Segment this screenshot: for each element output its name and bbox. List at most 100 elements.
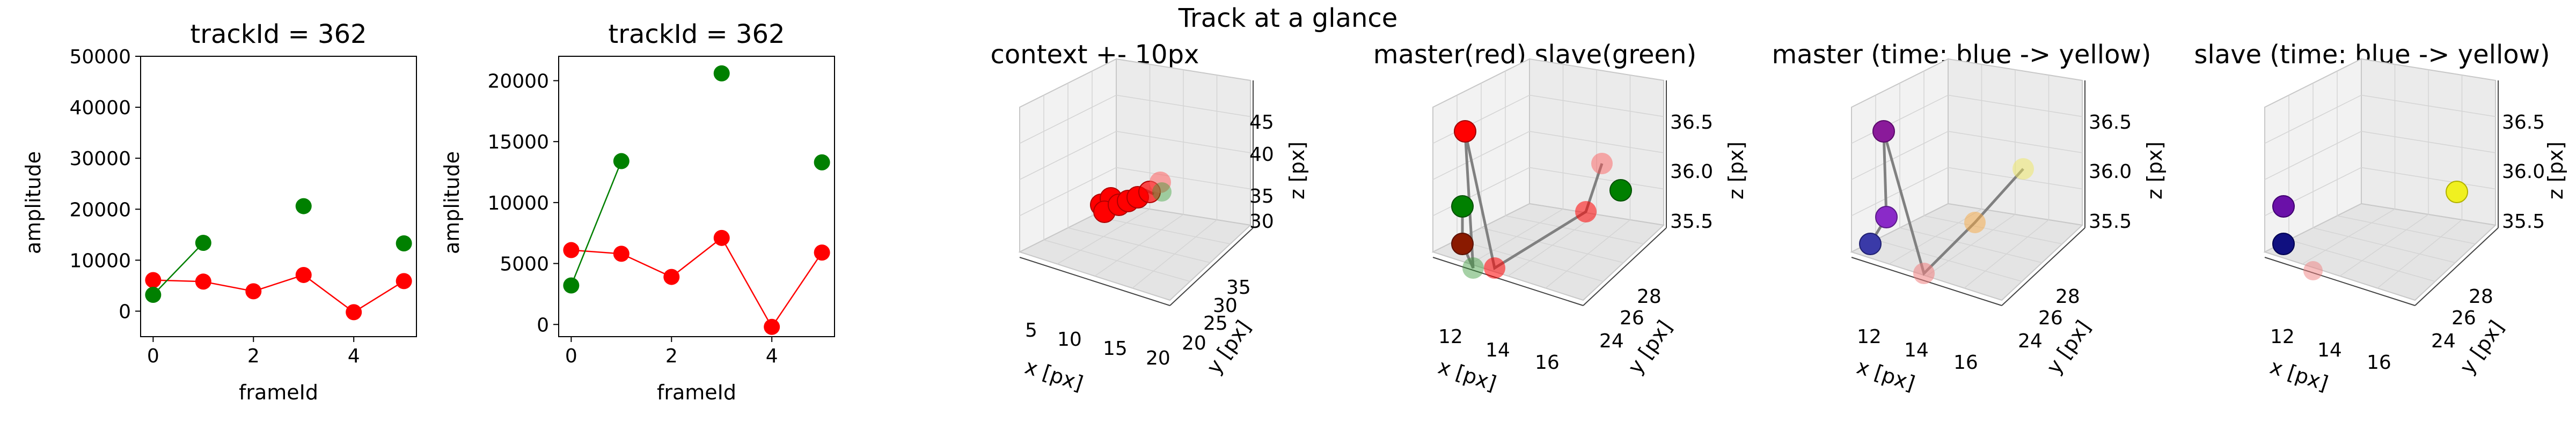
panel-ms-yticks: 24 26 28 <box>1599 286 1662 352</box>
data-point-red <box>145 272 162 288</box>
panel-slave-zlabel: z [px] <box>2544 142 2567 199</box>
chart-ytick-label: 50000 <box>69 46 131 68</box>
context-point <box>1150 172 1171 193</box>
panel-ms-ytick: 26 <box>1620 307 1644 329</box>
grid-line <box>1545 219 1630 289</box>
panel-slave-ytick: 28 <box>2469 286 2493 308</box>
axis-x-line <box>2264 257 2416 306</box>
series-line-green <box>152 242 204 295</box>
data-point-red <box>563 242 580 258</box>
panel-3d-context: context +- 10px z [px] x [px] y [px] 5 1… <box>991 40 1309 396</box>
data-point-green <box>563 277 580 294</box>
panel-master-ztick: 35.5 <box>2089 211 2132 233</box>
data-point-green <box>195 235 211 251</box>
ms-point <box>1575 201 1597 222</box>
pane-floor <box>1018 203 1252 301</box>
panel-context-ytick: 30 <box>1213 295 1238 317</box>
panel-3d-master-time: master (time: blue -> yellow) z [px] x [… <box>1772 40 2167 396</box>
panel-context-ztick: 45 <box>1249 112 1274 133</box>
master-point <box>1872 120 1895 143</box>
chart-ytick-label: 30000 <box>69 148 131 170</box>
chart1-ylabel: amplitude <box>21 151 45 254</box>
panel-slave-ztick: 36.5 <box>2502 112 2545 133</box>
data-point-red <box>195 273 211 290</box>
panel-ms-zticks: 35.5 36.0 36.5 <box>1670 112 1713 233</box>
series-line-red <box>153 274 405 313</box>
grid-line <box>1948 131 2083 153</box>
panel-context-xtick: 10 <box>1057 329 1082 351</box>
grid-line <box>1019 131 1117 180</box>
ms-point <box>1462 257 1484 279</box>
chart-xtick-label: 4 <box>348 345 360 367</box>
panel-context-zticks: 30 35 40 45 <box>1249 112 1274 233</box>
chart-ytick-label: 5000 <box>500 254 549 276</box>
grid-line <box>2264 131 2362 180</box>
grid-line <box>1092 215 1231 244</box>
panel-slave-yticks: 24 26 28 <box>2431 286 2493 352</box>
grid-line <box>1964 219 2049 289</box>
panel-master-zticks: 35.5 36.0 36.5 <box>2089 112 2132 233</box>
panel-ms-ytick: 28 <box>1637 286 1662 308</box>
chart1-plot-frame <box>140 56 417 337</box>
axis-x-line <box>1432 257 1584 306</box>
panel-slave-ytick: 24 <box>2431 330 2456 352</box>
panel-master-xtick: 14 <box>1904 339 1929 361</box>
panel-master-xtick: 12 <box>1857 326 1882 348</box>
chart-xtick-label: 4 <box>766 345 778 367</box>
chart2-plot-frame <box>558 56 835 337</box>
panel-ms-xtick: 14 <box>1485 339 1510 361</box>
grid-line <box>2377 219 2462 289</box>
master-point <box>1859 233 1882 255</box>
grid-line <box>1529 94 1664 117</box>
data-point-red <box>245 283 262 300</box>
panel-context-xlabel: x [px] <box>1022 355 1086 396</box>
panel-ms-xticks: 12 14 16 <box>1438 326 1560 374</box>
slave-point <box>2272 195 2295 218</box>
data-point-red <box>764 318 780 335</box>
data-point-red <box>713 229 730 246</box>
amplitude-chart-2: trackId = 362 frameId amplitude 0 2 4 0 5000… <box>440 19 835 404</box>
chart-ytick-label: 20000 <box>487 70 549 92</box>
panel-master-ytick: 24 <box>2018 330 2043 352</box>
panel-ms-zlabel: z [px] <box>1724 142 1748 199</box>
chart-ytick-label: 40000 <box>69 97 131 119</box>
data-point-red <box>295 266 312 283</box>
slave-point <box>2303 261 2323 280</box>
data-point-red <box>814 244 830 261</box>
panel-slave-xtick: 14 <box>2317 339 2342 361</box>
axis-y-line <box>2414 227 2499 306</box>
ms-point <box>1454 120 1476 143</box>
panel-ms-ztick: 36.5 <box>1670 112 1713 133</box>
panel-master-ytick: 26 <box>2038 307 2063 329</box>
panel-context-zlabel: z [px] <box>1285 142 1309 199</box>
grid-line <box>1116 94 1251 117</box>
data-point-red <box>346 304 362 321</box>
data-point-green <box>814 154 830 170</box>
grid-line <box>1067 227 1211 263</box>
axis-x-line <box>1019 257 1170 306</box>
panel-ms-xtick: 16 <box>1535 352 1560 374</box>
panel-context-ztick: 40 <box>1249 144 1274 166</box>
figure-suptitle: Track at a glance <box>1178 3 1398 33</box>
pane-floor <box>1850 203 2084 301</box>
data-point-green <box>396 235 412 251</box>
panel-slave-zticks: 35.5 36.0 36.5 <box>2502 112 2545 233</box>
chart-ytick-label: 15000 <box>487 131 549 153</box>
master-point <box>1913 263 1935 284</box>
chart-xtick-label: 0 <box>147 345 159 367</box>
grid-line <box>2361 94 2496 117</box>
master-point <box>1875 206 1898 228</box>
panel-master-xtick: 16 <box>1953 352 1978 374</box>
panel-slave-ytick: 26 <box>2451 307 2476 329</box>
grid-line <box>1923 215 2062 244</box>
panel-master-xticks: 12 14 16 <box>1857 326 1978 374</box>
chart-ytick-label: 0 <box>537 314 549 336</box>
grid-line <box>1116 131 1251 153</box>
slave-point <box>2446 181 2468 203</box>
grid-line <box>2361 131 2496 153</box>
panel-context-xtick: 5 <box>1025 319 1037 341</box>
grid-line <box>2337 215 2476 244</box>
panel-context-ztick: 30 <box>1249 211 1274 233</box>
grid-line <box>1432 94 1530 144</box>
